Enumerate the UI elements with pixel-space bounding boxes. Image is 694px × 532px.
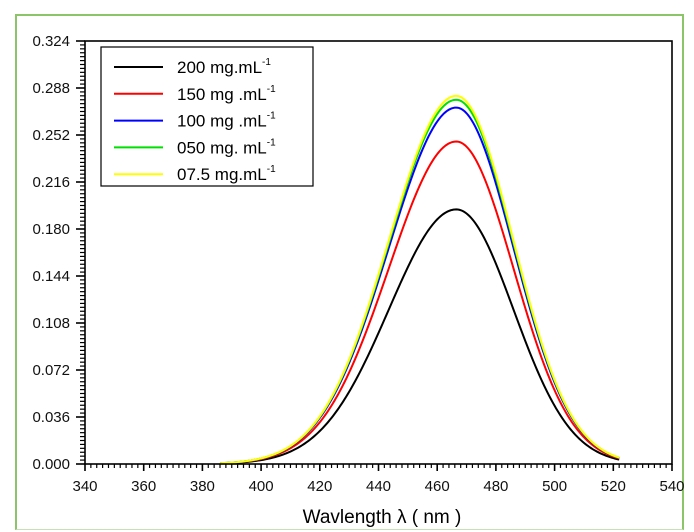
legend-label-superscript: -1 — [267, 84, 276, 95]
y-tick-label: 0.000 — [32, 456, 70, 473]
legend-label-2: 100 mg .mL-1 — [177, 111, 276, 131]
legend-box — [100, 46, 314, 187]
legend-label-text: 050 mg. mL — [177, 138, 267, 157]
series-line-1 — [219, 140, 620, 465]
figure-frame — [15, 14, 684, 530]
legend-label-superscript: -1 — [262, 57, 271, 68]
legend-label-text: 100 mg .mL — [177, 112, 267, 131]
y-tick-label: 0.108 — [32, 315, 70, 332]
legend-label-text: 150 mg .mL — [177, 85, 267, 104]
x-tick-label: 400 — [249, 478, 274, 495]
x-tick-label: 500 — [542, 478, 567, 495]
y-tick-label: 0.252 — [32, 127, 70, 144]
legend-label-superscript: -1 — [267, 111, 276, 122]
legend-label-0: 200 mg.mL-1 — [177, 57, 271, 77]
legend-label-3: 050 mg. mL-1 — [177, 137, 276, 157]
legend-label-1: 150 mg .mL-1 — [177, 84, 276, 104]
x-tick-label: 360 — [131, 478, 156, 495]
series-line-0 — [219, 208, 620, 465]
legend-label-text: 07.5 mg.mL — [177, 165, 267, 184]
y-tick-label: 0.036 — [32, 409, 70, 426]
y-tick-label: 0.144 — [32, 268, 70, 285]
legend-label-superscript: -1 — [267, 164, 276, 175]
curves — [219, 94, 620, 465]
x-tick-label: 540 — [659, 478, 684, 495]
x-tick-label: 420 — [307, 478, 332, 495]
y-tick-label: 0.324 — [32, 33, 70, 50]
x-tick-label: 340 — [72, 478, 97, 495]
y-axis: 0.000 0.036 0.072 0.108 0.144 0.180 0.216 0.252… — [32, 33, 85, 473]
x-tick-label: 480 — [483, 478, 508, 495]
x-tick-label: 440 — [366, 478, 391, 495]
legend-label-text: 200 mg.mL — [177, 58, 262, 77]
series-line-4 — [219, 94, 620, 465]
y-tick-label: 0.180 — [32, 221, 70, 238]
y-tick-label: 0.288 — [32, 80, 70, 97]
legend-label-4: 07.5 mg.mL-1 — [177, 164, 276, 184]
x-tick-label: 520 — [601, 478, 626, 495]
x-axis-title: Wavlength λ ( nm ) — [303, 507, 462, 528]
legend-label-superscript: -1 — [267, 137, 276, 148]
x-tick-label: 380 — [190, 478, 215, 495]
y-tick-label: 0.072 — [32, 362, 70, 379]
y-tick-label: 0.216 — [32, 174, 70, 191]
x-tick-label: 460 — [425, 478, 450, 495]
x-axis: 340 360 380 400 420 440 460 480 500 520 540 — [72, 464, 685, 495]
